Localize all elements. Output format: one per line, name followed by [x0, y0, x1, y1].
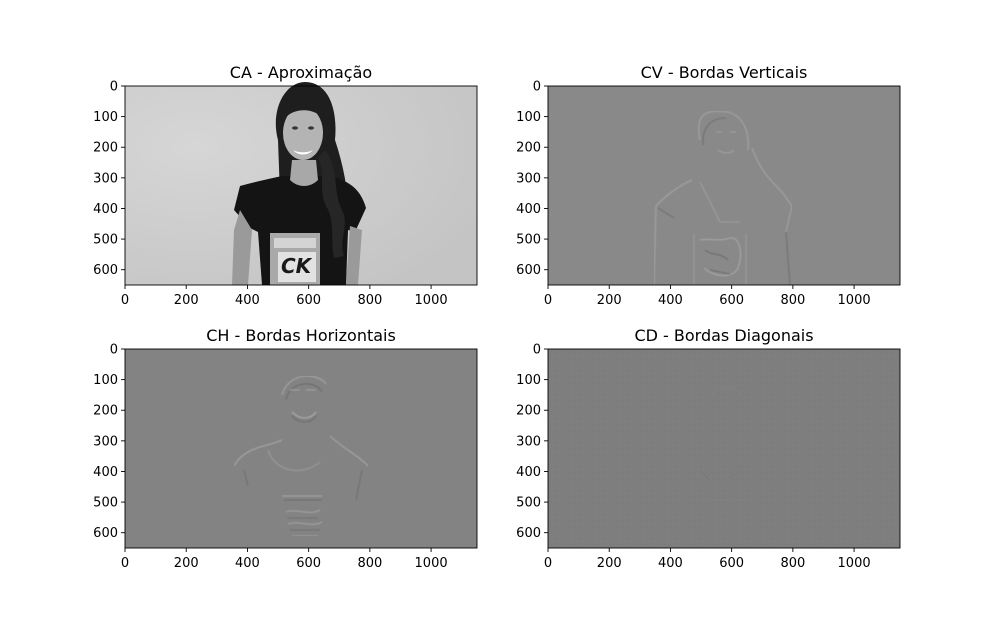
y-tick-label: 600	[516, 526, 541, 541]
x-tick-label: 600	[296, 293, 321, 308]
x-tick-label: 200	[597, 293, 622, 308]
x-tick-label: 800	[357, 293, 382, 308]
panel-title: CV - Bordas Verticais	[641, 63, 808, 82]
y-tick-label: 600	[93, 263, 118, 278]
y-tick-label: 0	[110, 343, 118, 358]
image-background	[548, 86, 900, 285]
x-tick-label: 1000	[415, 293, 448, 308]
y-tick-label: 100	[93, 373, 118, 388]
x-tick-label: 600	[296, 556, 321, 571]
x-tick-label: 0	[544, 556, 552, 571]
x-tick-label: 600	[719, 293, 744, 308]
axes-cv: CV - Bordas Verticais 0 200 400 600 800 1000 0 1…	[516, 63, 901, 308]
panel-ch-horizontal-edges	[125, 349, 477, 548]
y-tick-label: 200	[93, 404, 118, 419]
x-tick-label: 800	[357, 556, 382, 571]
x-tick-label: 800	[780, 556, 805, 571]
y-tick-label: 500	[93, 233, 118, 248]
y-tick-label: 400	[93, 465, 118, 480]
x-tick-label: 400	[235, 293, 260, 308]
panel-cd-diagonal-edges	[548, 349, 900, 548]
y-tick-label: 0	[533, 343, 541, 358]
y-tick-label: 300	[516, 171, 541, 186]
y-tick-label: 400	[516, 202, 541, 217]
edge-outline	[653, 110, 793, 286]
image-background	[125, 349, 477, 548]
x-tick-label: 200	[174, 556, 199, 571]
panel-cv-vertical-edges	[548, 86, 900, 286]
x-tick-label: 1000	[838, 556, 871, 571]
y-tick-label: 400	[93, 202, 118, 217]
axes-frame	[547, 348, 901, 549]
y-tick-label: 100	[516, 373, 541, 388]
y-tick-label: 300	[516, 434, 541, 449]
x-tick-label: 200	[174, 293, 199, 308]
x-tick-label: 1000	[415, 556, 448, 571]
x-tick-label: 1000	[838, 293, 871, 308]
y-tick-label: 300	[93, 171, 118, 186]
x-tick-label: 0	[121, 293, 129, 308]
panel-title: CH - Bordas Horizontais	[206, 326, 396, 345]
y-tick-label: 300	[93, 434, 118, 449]
y-tick-label: 0	[110, 80, 118, 95]
edge-outline	[233, 375, 369, 537]
x-tick-label: 800	[780, 293, 805, 308]
y-tick-label: 200	[93, 141, 118, 156]
axes-frame	[547, 85, 901, 286]
x-tick-label: 400	[658, 293, 683, 308]
x-tick-label: 400	[658, 556, 683, 571]
y-tick-label: 500	[516, 496, 541, 511]
panel-ca-approximation: CK	[125, 82, 477, 285]
y-tick-label: 200	[516, 141, 541, 156]
axes-frame	[124, 85, 478, 286]
y-tick-label: 100	[516, 110, 541, 125]
x-tick-label: 0	[544, 293, 552, 308]
axes-cd: CD - Bordas Diagonais 0 200 400 600 800 1000 0 1…	[516, 326, 901, 571]
y-tick-label: 600	[516, 263, 541, 278]
portrait-photo: CK	[232, 82, 366, 285]
x-tick-label: 200	[597, 556, 622, 571]
x-tick-label: 0	[121, 556, 129, 571]
y-tick-label: 500	[516, 233, 541, 248]
axes-ca: CA - Aproximação 0 200 400 600 800 1000 0 100 200…	[93, 63, 478, 308]
panel-title: CD - Bordas Diagonais	[634, 326, 813, 345]
y-tick-label: 0	[533, 80, 541, 95]
svg-text:CK: CK	[281, 254, 313, 278]
y-tick-label: 200	[516, 404, 541, 419]
x-tick-label: 400	[235, 556, 260, 571]
panel-title: CA - Aproximação	[230, 63, 372, 82]
y-tick-label: 500	[93, 496, 118, 511]
y-tick-label: 400	[516, 465, 541, 480]
y-tick-label: 600	[93, 526, 118, 541]
y-tick-label: 100	[93, 110, 118, 125]
image-background	[548, 349, 900, 548]
edge-outline	[699, 387, 745, 521]
axes-frame	[124, 348, 478, 549]
x-tick-label: 600	[719, 556, 744, 571]
